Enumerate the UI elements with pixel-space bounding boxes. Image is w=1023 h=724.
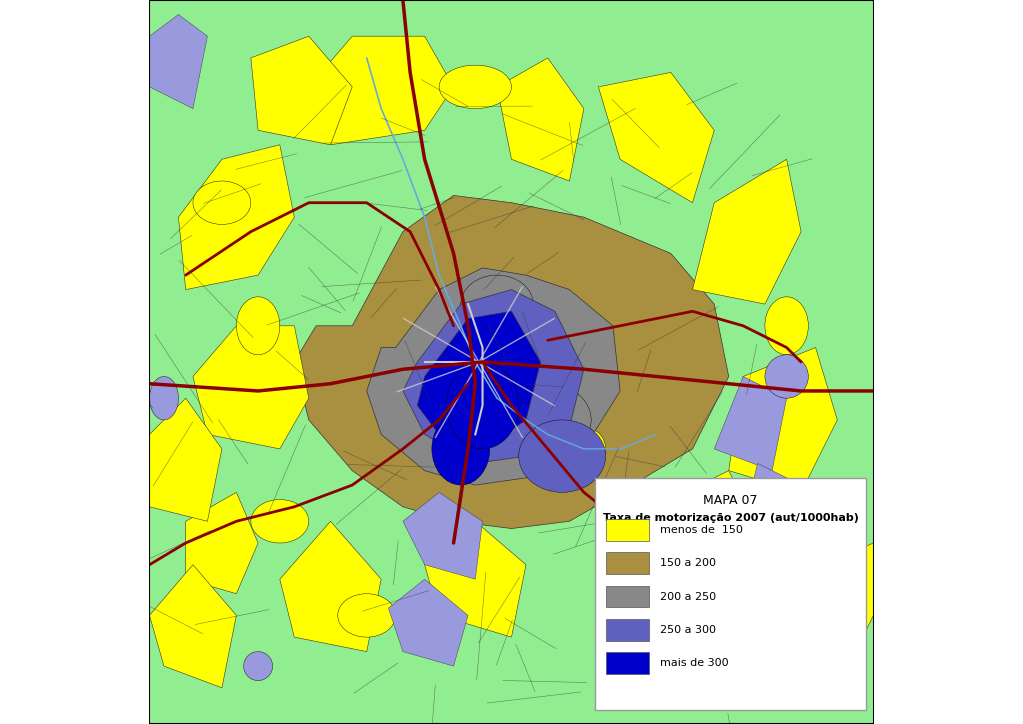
Polygon shape (149, 398, 222, 521)
Bar (606, 519, 649, 541)
Ellipse shape (193, 181, 251, 224)
Polygon shape (728, 348, 837, 492)
Ellipse shape (338, 594, 396, 637)
Polygon shape (657, 471, 765, 615)
Text: Taxa de motorização 2007 (aut/1000hab): Taxa de motorização 2007 (aut/1000hab) (604, 513, 859, 523)
Polygon shape (186, 492, 258, 594)
Ellipse shape (251, 500, 309, 543)
Polygon shape (295, 195, 728, 529)
FancyBboxPatch shape (594, 478, 866, 710)
Polygon shape (403, 290, 584, 463)
Bar (606, 552, 649, 574)
Polygon shape (251, 36, 352, 145)
Ellipse shape (519, 420, 606, 492)
Polygon shape (178, 145, 295, 290)
Polygon shape (389, 579, 469, 666)
Polygon shape (309, 36, 453, 145)
Bar (606, 586, 649, 607)
Polygon shape (280, 521, 382, 652)
Text: 200 a 250: 200 a 250 (660, 592, 716, 602)
Ellipse shape (460, 275, 533, 333)
Bar (606, 619, 649, 641)
Bar (606, 652, 649, 674)
Polygon shape (693, 159, 801, 304)
Ellipse shape (765, 355, 808, 398)
Ellipse shape (432, 413, 490, 485)
Polygon shape (714, 376, 787, 471)
Polygon shape (598, 72, 714, 203)
Ellipse shape (563, 427, 606, 471)
Ellipse shape (439, 65, 512, 109)
Ellipse shape (243, 652, 272, 681)
Polygon shape (743, 463, 801, 543)
Polygon shape (149, 565, 236, 688)
Polygon shape (193, 326, 309, 449)
Polygon shape (366, 268, 620, 485)
Polygon shape (425, 521, 526, 637)
Ellipse shape (149, 376, 178, 420)
Text: mais de 300: mais de 300 (660, 658, 728, 668)
Ellipse shape (504, 384, 591, 456)
Text: 150 a 200: 150 a 200 (660, 558, 716, 568)
Text: MAPA 07: MAPA 07 (703, 494, 758, 507)
Polygon shape (765, 543, 874, 688)
Text: 250 a 300: 250 a 300 (660, 625, 716, 635)
Polygon shape (403, 492, 483, 579)
Ellipse shape (446, 362, 519, 449)
Text: menos de  150: menos de 150 (660, 525, 743, 535)
Ellipse shape (236, 297, 280, 355)
Ellipse shape (641, 500, 700, 543)
Polygon shape (149, 14, 208, 109)
Polygon shape (497, 58, 584, 181)
Polygon shape (417, 311, 540, 449)
Ellipse shape (519, 376, 577, 420)
Ellipse shape (765, 297, 808, 355)
